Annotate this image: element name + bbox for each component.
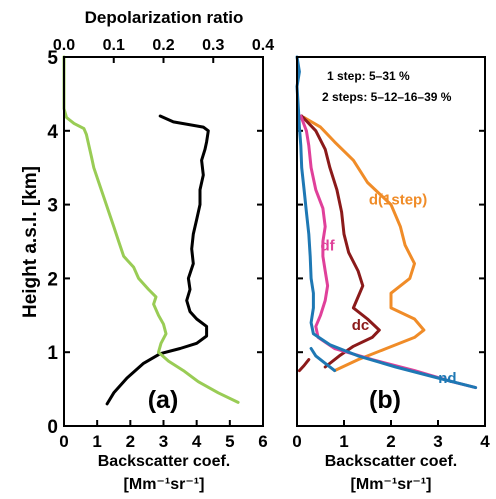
- x-axis-title-line2: [Mm⁻¹sr⁻¹]: [124, 476, 205, 493]
- x-tick-label: 2: [126, 432, 135, 451]
- top-tick-label: 0.0: [53, 37, 75, 54]
- plot-frame: [296, 56, 486, 427]
- x-tick-label: 4: [192, 432, 202, 451]
- x-tick-label: 0: [59, 432, 68, 451]
- series-labels: d(1step) df dc nd: [320, 192, 456, 388]
- data-lines: [62, 55, 240, 406]
- top-axis-title: Depolarization ratio: [85, 8, 244, 27]
- x-axis-title-line1: Backscatter coef.: [325, 453, 458, 470]
- top-tick-label: 0.2: [152, 37, 174, 54]
- y-tick-label: 1: [47, 343, 58, 364]
- top-tick-label: 0.3: [202, 37, 224, 54]
- series-label-d-1step-: d(1step): [369, 192, 427, 209]
- y-tick-label: 5: [47, 48, 58, 69]
- series-line-series-1: [62, 55, 240, 404]
- x-tick-label: 4: [480, 432, 490, 451]
- x-tick-label: 1: [92, 432, 101, 451]
- annotation-line-2: 2 steps: 5–12–16–39 %: [322, 90, 452, 104]
- x-axis-title-line1: Backscatter coef.: [98, 453, 231, 470]
- series-label-dc: dc: [352, 317, 370, 334]
- panel-a: Depolarization ratio 0.0 0.1 0.2 0.3 0.4 0 1 2…: [47, 8, 274, 493]
- series-label-nd: nd: [438, 370, 456, 387]
- series-line-series-5: [297, 358, 311, 373]
- x-tick-label: 3: [433, 432, 442, 451]
- y-tick-label: 0: [47, 417, 58, 438]
- series-line-dc: [300, 114, 381, 369]
- top-tick-label: 0.1: [103, 37, 125, 54]
- x-tick-label: 6: [258, 432, 267, 451]
- y-axis-title: Height a.s.l. [km]: [20, 166, 41, 318]
- panel-label-a: (a): [148, 386, 179, 414]
- bottom-tick-labels: 0 1 2 3 4: [292, 432, 490, 451]
- x-axis-title-line2: [Mm⁻¹sr⁻¹]: [351, 476, 432, 493]
- series-line-nd: [295, 55, 478, 390]
- x-tick-label: 3: [159, 432, 168, 451]
- y-tick-label: 2: [47, 269, 58, 290]
- tick-marks: [63, 56, 264, 427]
- x-tick-label: 1: [339, 432, 348, 451]
- series-line-series-4: [309, 347, 337, 373]
- x-tick-label: 5: [225, 432, 234, 451]
- y-tick-labels: 0 1 2 3 4 5: [47, 48, 58, 438]
- top-tick-labels: 0.0 0.1 0.2 0.3 0.4: [53, 37, 274, 54]
- data-lines: [295, 55, 478, 390]
- x-tick-label: 2: [386, 432, 395, 451]
- series-label-df: df: [320, 237, 335, 254]
- plot-frame: [63, 56, 264, 427]
- annotation-line-1: 1 step: 5–31 %: [327, 69, 410, 83]
- panel-label-b: (b): [369, 386, 401, 414]
- x-tick-label: 0: [292, 432, 301, 451]
- series-line-d-1step-: [302, 116, 426, 373]
- panel-b: 0 1 2 3 4 1 step: 5–31 % 2 steps: 5–12–16–39…: [292, 55, 490, 493]
- y-tick-label: 4: [47, 122, 58, 143]
- top-tick-label: 0.4: [252, 37, 274, 54]
- bottom-tick-labels: 0 1 2 3 4 5 6: [59, 432, 267, 451]
- y-tick-label: 3: [47, 196, 58, 217]
- series-line-series-0: [105, 114, 210, 406]
